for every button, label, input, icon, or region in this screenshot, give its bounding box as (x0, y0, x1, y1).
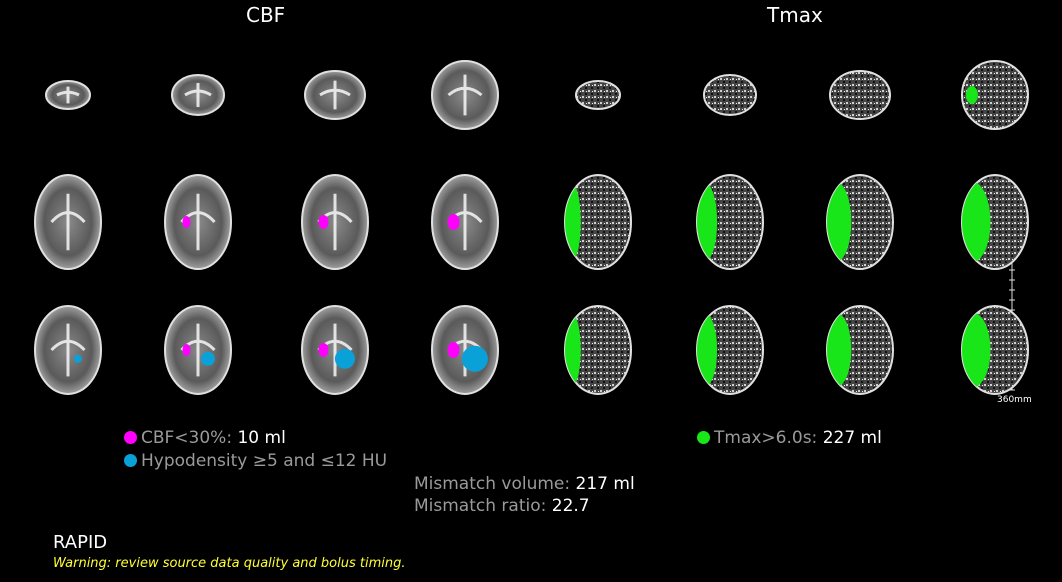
tmax-lesion (697, 182, 718, 262)
legend-cbf: CBF<30%: 10 ml (124, 430, 286, 447)
hypodensity (73, 354, 82, 363)
mismatch-label: Mismatch volume: (414, 474, 571, 494)
brain-slice (45, 80, 91, 110)
brain-slice (829, 70, 891, 120)
tissue (703, 74, 757, 116)
brain-slice (301, 174, 369, 270)
legend-label: Hypodensity ≥5 and ≤12 HU (141, 451, 388, 471)
tmax-lesion (827, 312, 852, 388)
tmax-lesion (697, 312, 718, 388)
legend-label: Tmax>6.0s: (714, 428, 818, 448)
legend-tmax: Tmax>6.0s: 227 ml (697, 430, 882, 447)
scale-label: 360mm (997, 395, 1032, 405)
mismatch-label: Mismatch ratio: (414, 496, 547, 516)
legend-hypodensity: Hypodensity ≥5 and ≤12 HU (124, 453, 387, 470)
cbf-title: CBF (246, 3, 286, 27)
tissue (961, 60, 1029, 130)
cbf-lesion (447, 342, 460, 358)
cbf-lesion (182, 216, 191, 228)
vessels (50, 193, 86, 251)
mismatch-volume: Mismatch volume: 217 ml (414, 476, 635, 493)
vessels (319, 80, 351, 110)
mismatch-value: 217 ml (575, 474, 635, 494)
hypodensity (334, 348, 355, 369)
brain-slice (34, 174, 102, 270)
tmax-lesion (965, 86, 978, 104)
tissue (575, 80, 621, 110)
cbf-lesion (182, 344, 191, 356)
brain-slice (696, 174, 764, 270)
brain-slice (304, 70, 366, 120)
cbf-lesion (447, 214, 460, 230)
brain-slice (431, 60, 499, 130)
cbf-lesion (318, 343, 329, 357)
vessels (447, 74, 483, 116)
brain-slice (164, 305, 232, 395)
legend-value: 227 ml (822, 428, 882, 448)
brain-slice (164, 174, 232, 270)
brain-slice (171, 74, 225, 116)
tmax-title: Tmax (767, 3, 823, 27)
mismatch-value: 22.7 (551, 496, 590, 516)
hypodensity (200, 351, 215, 366)
hypodensity (461, 345, 488, 372)
vessels (184, 83, 212, 107)
vessels (56, 86, 80, 104)
brain-slice (575, 80, 621, 110)
brain-slice (961, 305, 1029, 395)
brain-slice (703, 74, 757, 116)
warning: Warning: review source data quality and … (53, 556, 406, 571)
scan-grid (34, 60, 1029, 395)
brain-slice (826, 305, 894, 395)
legend-value: 10 ml (237, 428, 286, 448)
mismatch-ratio: Mismatch ratio: 22.7 (414, 498, 590, 515)
tissue (829, 70, 891, 120)
cbf-lesion (318, 215, 329, 229)
vessels (50, 323, 86, 377)
tmax-lesion (827, 182, 852, 262)
brain-slice (696, 305, 764, 395)
tmax-lesion (962, 312, 991, 388)
brain-slice (431, 174, 499, 270)
brain-slice (961, 174, 1029, 270)
brain-slice (826, 174, 894, 270)
brain-slice (564, 174, 632, 270)
brain-slice (961, 60, 1029, 130)
brand: RAPID (53, 532, 108, 553)
brain-slice (564, 305, 632, 395)
brain-slice (431, 305, 499, 395)
brain-slice (34, 305, 102, 395)
tmax-lesion (962, 182, 991, 262)
legend-label: CBF<30%: (141, 428, 233, 448)
brain-slice (301, 305, 369, 395)
